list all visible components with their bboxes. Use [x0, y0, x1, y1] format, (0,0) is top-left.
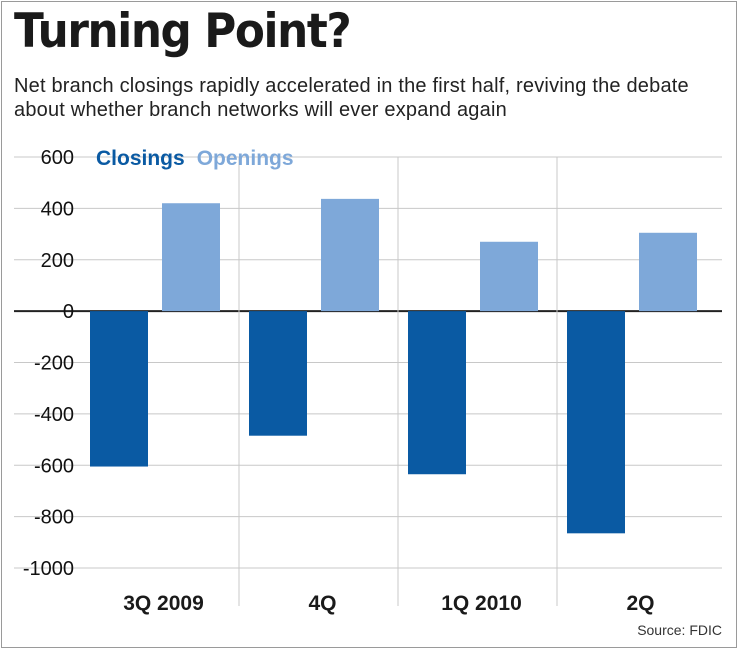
y-tick-label: 200 [41, 250, 74, 272]
bar-closings-2 [249, 311, 307, 436]
bar-openings-2 [321, 198, 379, 312]
y-tick-label: 600 [41, 147, 74, 169]
y-tick-label: 400 [41, 198, 74, 220]
y-tick-label: -600 [34, 455, 74, 477]
y-tick-label: -1000 [23, 558, 74, 580]
chart-subtitle: Net branch closings rapidly accelerated … [14, 75, 689, 121]
axis: 600 400 200 0 -200 -400 -600 -800 -1000 3Q 2009 4Q… [23, 147, 655, 615]
bar-closings-1 [90, 311, 148, 467]
bar-openings-4 [639, 232, 697, 312]
x-tick-label: 3Q 2009 [123, 592, 204, 615]
bar-closings-3 [408, 311, 466, 475]
x-tick-label: 1Q 2010 [441, 592, 522, 615]
y-tick-label: -800 [34, 507, 74, 529]
legend: Closings Openings [96, 147, 294, 170]
x-tick-label: 4Q [308, 592, 336, 615]
bar-openings-1 [162, 203, 220, 312]
y-tick-label: -200 [34, 353, 74, 375]
y-tick-label: -400 [34, 404, 74, 426]
bar-closings-4 [567, 311, 625, 534]
y-tick-label: 0 [63, 301, 74, 323]
chart-title: Turning Point? [14, 4, 352, 59]
x-tick-label: 2Q [626, 592, 654, 615]
bars [90, 198, 697, 534]
bar-openings-3 [480, 241, 538, 312]
legend-openings: Openings [197, 147, 294, 170]
source-note: Source: FDIC [637, 622, 722, 638]
legend-closings: Closings [96, 147, 185, 170]
